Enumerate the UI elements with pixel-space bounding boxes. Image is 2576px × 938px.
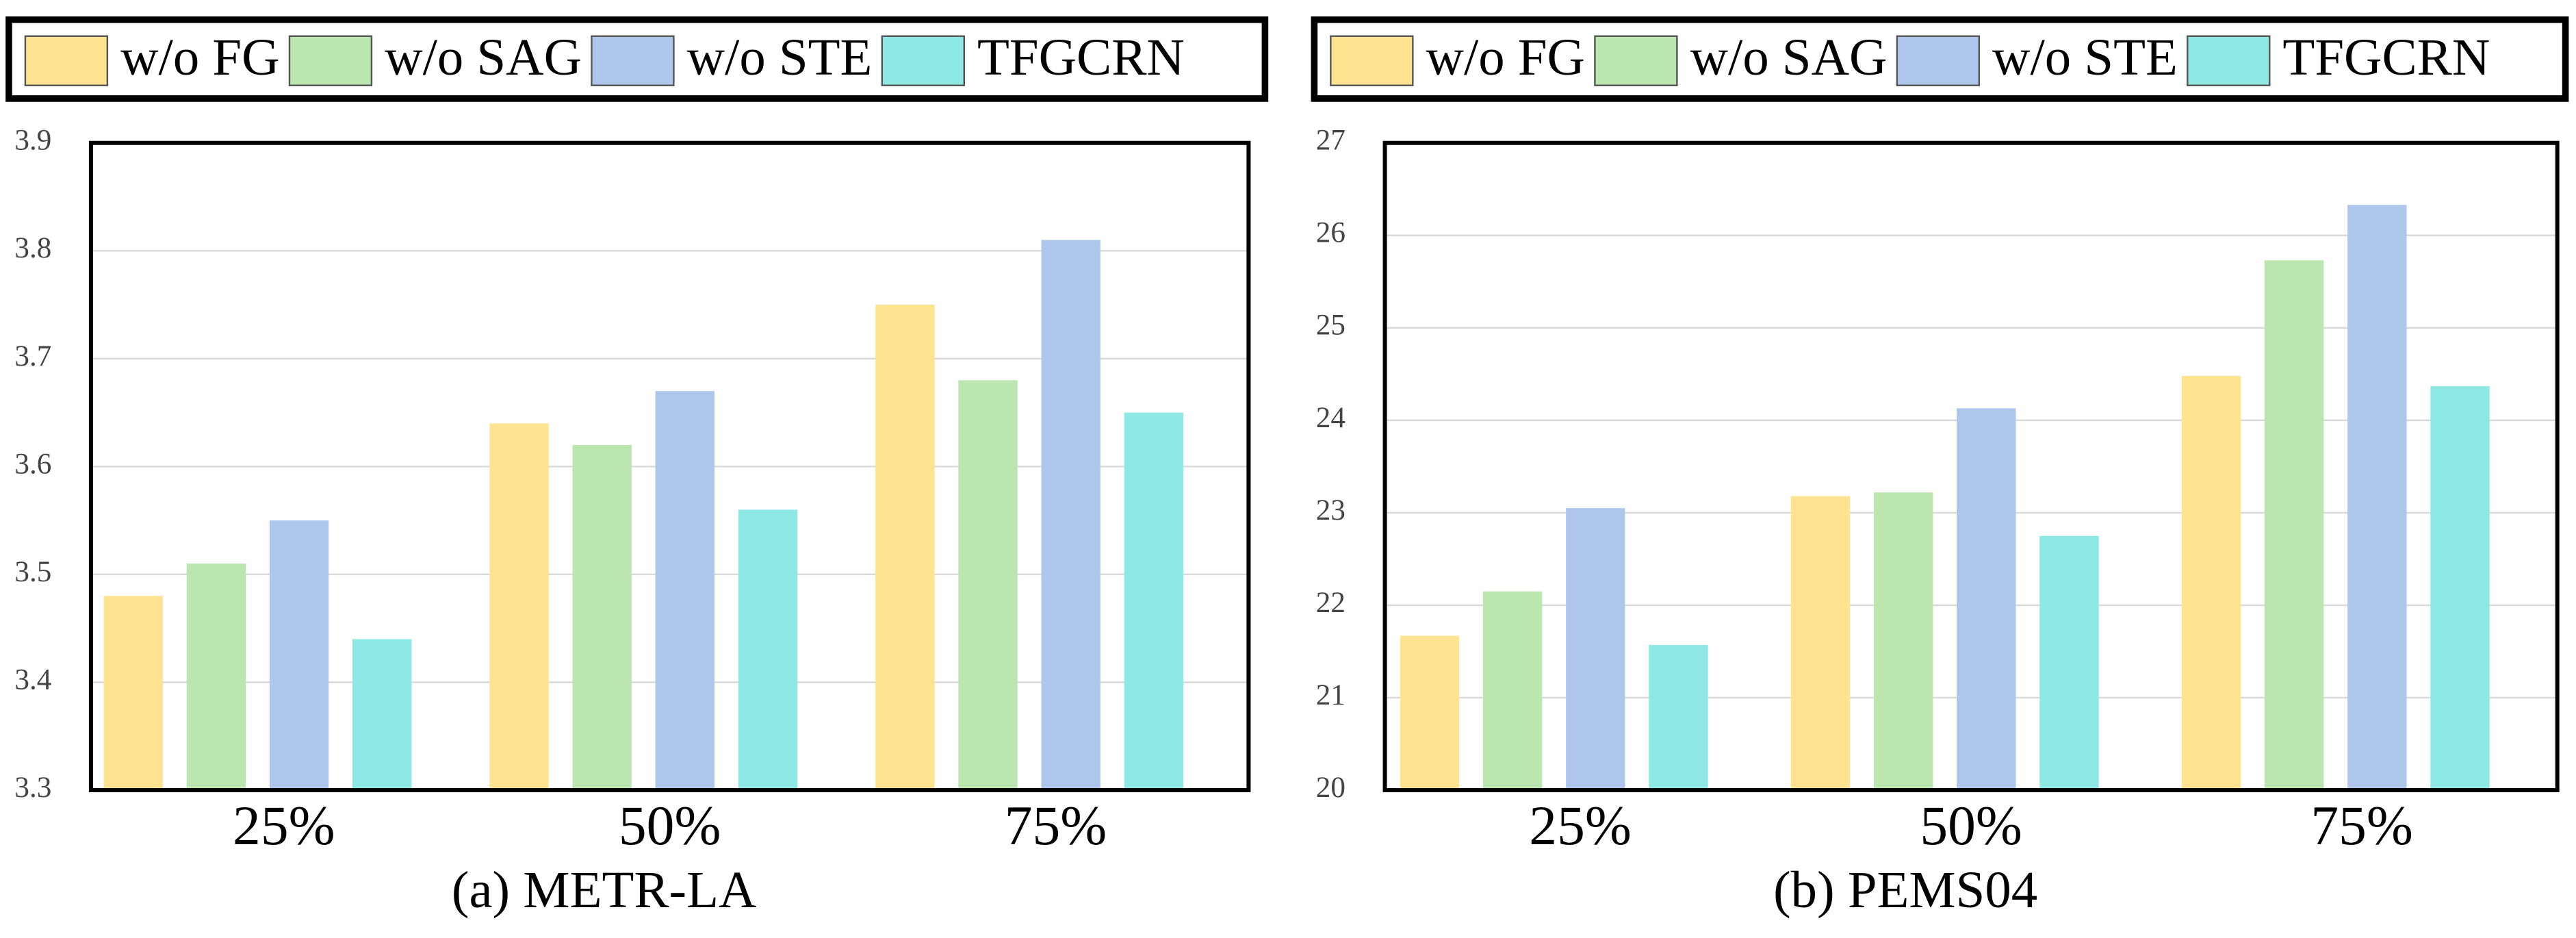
legend-swatch [288, 35, 373, 86]
bar [269, 520, 329, 791]
bar [875, 305, 935, 791]
bar [1124, 412, 1184, 791]
legend-swatch [881, 35, 966, 86]
bar [103, 596, 163, 791]
y-tick-label: 25 [1316, 309, 1345, 342]
bar [2430, 385, 2490, 791]
bar [738, 509, 798, 791]
legend-swatch [24, 35, 109, 86]
y-tick-label: 21 [1316, 679, 1345, 711]
x-tick-label: 75% [2310, 794, 2413, 857]
legend-label: w/o SAG [385, 28, 582, 86]
chart-title: (a) METR-LA [452, 861, 757, 919]
bar [2039, 535, 2099, 791]
legend-label: w/o STE [1992, 28, 2178, 86]
x-tick-label: 50% [1920, 794, 2022, 857]
x-tick-label: 50% [619, 794, 721, 857]
bar [1400, 635, 1460, 791]
bar [2181, 376, 2241, 791]
y-tick-label: 3.3 [14, 772, 51, 804]
legend-label: w/o STE [687, 28, 873, 86]
x-tick-label: 25% [1529, 794, 1632, 857]
y-tick-label: 20 [1316, 772, 1345, 804]
legend-label: TFGCRN [977, 28, 1185, 86]
bar [489, 423, 549, 791]
bar [958, 380, 1018, 791]
y-tick-label: 3.7 [14, 340, 51, 372]
legend-swatch [591, 35, 675, 86]
y-tick-label: 27 [1316, 125, 1345, 157]
y-tick-label: 3.6 [14, 448, 51, 480]
x-tick-label: 75% [1005, 794, 1107, 857]
bar [1649, 645, 1708, 791]
legend-swatch [2187, 35, 2271, 86]
y-tick-label: 23 [1316, 494, 1345, 527]
bar [1957, 408, 2016, 791]
x-tick-label: 25% [233, 794, 335, 857]
bar [2347, 205, 2407, 791]
y-tick-label: 22 [1316, 587, 1345, 619]
plot-frame [1382, 140, 2560, 793]
legend-box [5, 16, 1269, 102]
bar [1041, 240, 1100, 791]
bar [655, 391, 715, 791]
y-tick-label: 24 [1316, 402, 1345, 434]
y-tick-label: 26 [1316, 217, 1345, 249]
legend-swatch [1896, 35, 1981, 86]
legend-swatch [1330, 35, 1414, 86]
legend-label: TFGCRN [2282, 28, 2490, 86]
y-tick-label: 3.9 [14, 125, 51, 157]
bar [186, 563, 246, 791]
bar [1482, 591, 1543, 791]
bar [572, 444, 632, 791]
bar [352, 639, 412, 791]
y-tick-label: 3.8 [14, 232, 51, 264]
bar [1566, 508, 1625, 791]
legend-label: w/o FG [120, 28, 279, 86]
plot-frame [88, 140, 1251, 793]
legend-label: w/o SAG [1690, 28, 1888, 86]
chart-title: (b) PEMS04 [1773, 861, 2037, 919]
bar [2264, 260, 2324, 791]
legend-swatch [1594, 35, 1678, 86]
y-tick-label: 3.5 [14, 556, 51, 588]
legend-label: w/o FG [1426, 28, 1585, 86]
legend-box [1311, 16, 2569, 102]
bar [1790, 496, 1851, 791]
bar [1873, 492, 1933, 791]
y-tick-label: 3.4 [14, 663, 51, 696]
